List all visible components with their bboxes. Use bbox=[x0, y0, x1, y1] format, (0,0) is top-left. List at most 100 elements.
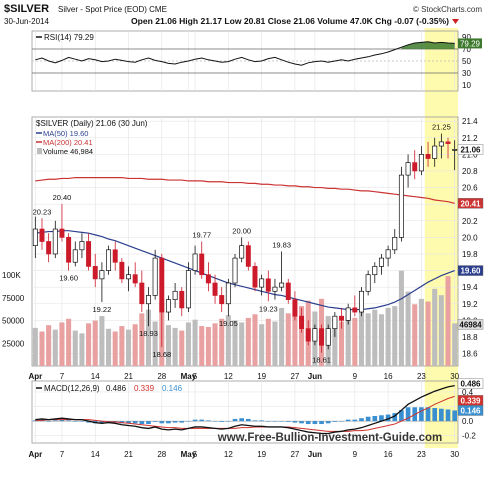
volume-bar bbox=[345, 315, 351, 366]
ohlc-summary: Open 21.06 High 21.17 Low 20.81 Close 21… bbox=[131, 17, 449, 26]
volume-bar bbox=[119, 326, 125, 366]
candle-body bbox=[339, 315, 344, 321]
candle-body bbox=[312, 328, 318, 342]
x-tick-label: May bbox=[181, 450, 197, 459]
price-tick-label: 19.4 bbox=[462, 283, 478, 292]
volume-bar bbox=[352, 317, 358, 366]
rsi-tick-label: 30 bbox=[462, 69, 471, 78]
candle-body bbox=[205, 274, 211, 284]
macd-histogram-bar bbox=[285, 421, 291, 422]
price-annotation: 19.60 bbox=[59, 274, 78, 283]
volume-tick-label: 50000 bbox=[2, 317, 25, 326]
x-tick-label: 16 bbox=[384, 450, 393, 459]
macd-histogram-bar bbox=[439, 408, 444, 422]
x-tick-label: 14 bbox=[91, 372, 100, 381]
volume-bar bbox=[425, 301, 431, 366]
volume-bar bbox=[372, 309, 378, 366]
volume-last-badge: 46984 bbox=[459, 320, 482, 329]
macd-histogram-bar bbox=[425, 407, 431, 422]
volume-bar bbox=[192, 319, 198, 366]
volume-bar bbox=[125, 329, 132, 366]
last-price-badge: 21.06 bbox=[460, 145, 481, 154]
macd-histogram-bar bbox=[365, 416, 371, 422]
candle-body bbox=[119, 261, 125, 280]
macd-legend-hist: 0.146 bbox=[162, 384, 183, 393]
volume-bar bbox=[132, 324, 138, 366]
candle-body bbox=[66, 237, 72, 263]
macd-histogram-bar bbox=[192, 419, 198, 422]
macd-histogram-bar bbox=[59, 419, 65, 422]
macd-histogram-bar bbox=[86, 421, 91, 423]
price-annotation: 19.23 bbox=[259, 304, 278, 313]
macd-histogram-bar bbox=[245, 418, 251, 422]
candle-body bbox=[332, 315, 338, 330]
macd-histogram-bar bbox=[379, 415, 384, 422]
volume-bar bbox=[212, 323, 218, 366]
volume-bar bbox=[265, 318, 271, 366]
macd-histogram-bar bbox=[325, 421, 331, 424]
volume-bar bbox=[292, 310, 298, 366]
candle-body bbox=[445, 141, 451, 144]
candle-body bbox=[432, 145, 438, 159]
price-annotation: 18.93 bbox=[139, 329, 158, 338]
x-tick-label: 19 bbox=[257, 372, 266, 381]
ma200-last-badge: 20.41 bbox=[460, 199, 481, 208]
volume-bar bbox=[245, 317, 251, 366]
macd-histogram-bar bbox=[239, 418, 245, 422]
price-annotation: 19.05 bbox=[219, 319, 238, 328]
macd-histogram-bar bbox=[332, 421, 338, 422]
candle-body bbox=[279, 282, 285, 288]
x-tick-label: Jun bbox=[308, 450, 322, 459]
candle-body bbox=[146, 295, 151, 305]
volume-bar bbox=[165, 325, 171, 366]
candle-body bbox=[39, 228, 45, 242]
x-tick-label: 19 bbox=[257, 450, 266, 459]
volume-bar bbox=[299, 306, 305, 366]
candle-body bbox=[452, 149, 458, 151]
price-tick-label: 18.6 bbox=[462, 350, 478, 359]
macd-histogram-bar bbox=[126, 421, 131, 424]
volume-bar bbox=[92, 320, 98, 366]
volume-bar bbox=[398, 270, 404, 366]
candle-body bbox=[425, 154, 431, 159]
ma50-last-badge: 19.60 bbox=[460, 267, 481, 276]
x-tick-label: 21 bbox=[124, 372, 133, 381]
macd-histogram-bar bbox=[372, 416, 378, 422]
x-tick-label: 21 bbox=[124, 450, 133, 459]
macd-histogram-bar bbox=[46, 421, 51, 422]
candle-body bbox=[225, 282, 231, 305]
rsi-tick-label: 10 bbox=[462, 81, 471, 90]
macd-histogram-bar bbox=[152, 421, 158, 422]
candle-body bbox=[199, 253, 205, 276]
macd-histogram-bar bbox=[452, 410, 458, 422]
macd-legend-title: MACD(12,26,9) bbox=[44, 384, 100, 393]
volume-last-badge-bg bbox=[457, 319, 484, 330]
volume-bar bbox=[39, 331, 45, 366]
chart-source: © StockCharts.com bbox=[413, 5, 482, 14]
candle-body bbox=[365, 274, 371, 292]
ma200-legend: MA(200) 20.41 bbox=[43, 138, 93, 147]
macd-histogram-bar bbox=[305, 421, 311, 425]
volume-bar bbox=[139, 313, 145, 366]
volume-bar bbox=[259, 324, 265, 366]
x-tick-label: 12 bbox=[224, 450, 233, 459]
price-annotation: 19.83 bbox=[272, 240, 291, 249]
candle-body bbox=[245, 245, 251, 267]
candle-body bbox=[132, 274, 138, 284]
candle-body bbox=[86, 241, 92, 267]
rsi-last-badge bbox=[458, 38, 482, 49]
candle-body bbox=[259, 278, 265, 288]
macd-legend-signal: 0.339 bbox=[134, 384, 155, 393]
candle-body bbox=[112, 249, 118, 263]
candle-body bbox=[252, 266, 258, 288]
macd-histogram-bar bbox=[186, 421, 191, 422]
price-annotation: 19.77 bbox=[192, 231, 211, 240]
x-tick-label: 9 bbox=[353, 372, 358, 381]
rsi-overbought-fill bbox=[401, 41, 455, 49]
volume-tick-label: 25000 bbox=[2, 339, 25, 348]
volume-bar bbox=[338, 321, 345, 366]
volume-bar bbox=[232, 320, 238, 366]
volume-bar bbox=[86, 323, 92, 366]
x-tick-label: 28 bbox=[157, 450, 166, 459]
